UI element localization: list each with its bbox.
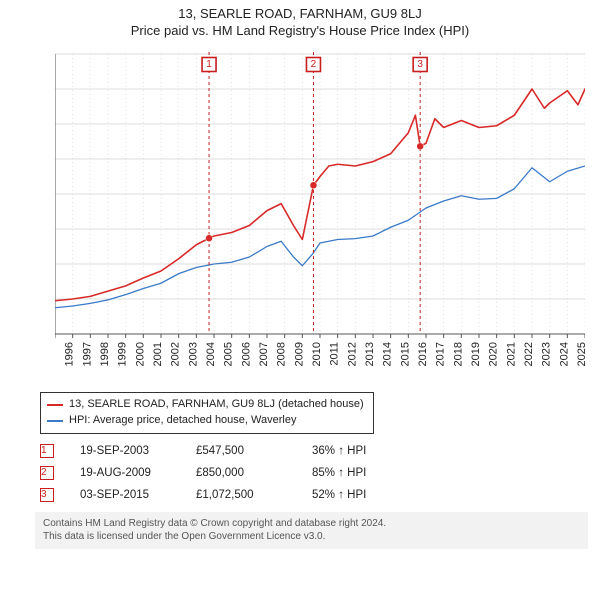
event-marker-icon: 3	[40, 488, 54, 502]
footer-line2: This data is licensed under the Open Gov…	[43, 530, 580, 544]
event-row: 3 03-SEP-2015 £1,072,500 52% ↑ HPI	[40, 484, 600, 506]
event-vs-hpi: 52% ↑ HPI	[312, 489, 432, 501]
svg-text:2000: 2000	[134, 342, 146, 366]
page-subtitle: Price paid vs. HM Land Registry's House …	[0, 21, 600, 44]
svg-text:2011: 2011	[329, 342, 341, 366]
svg-text:2007: 2007	[258, 342, 270, 366]
legend-swatch	[47, 420, 63, 422]
svg-text:1999: 1999	[117, 342, 129, 366]
svg-text:2: 2	[311, 59, 317, 70]
legend-label: HPI: Average price, detached house, Wave…	[69, 413, 296, 429]
chart: £0£200K£400K£600K£800K£1.0M£1.2M£1.4M£1.…	[55, 44, 585, 384]
svg-text:2023: 2023	[541, 342, 553, 366]
legend-label: 13, SEARLE ROAD, FARNHAM, GU9 8LJ (detac…	[69, 397, 364, 413]
chart-svg: £0£200K£400K£600K£800K£1.0M£1.2M£1.4M£1.…	[55, 44, 585, 384]
events-table: 1 19-SEP-2003 £547,500 36% ↑ HPI 2 19-AUG-200…	[40, 440, 600, 506]
svg-text:2025: 2025	[576, 342, 585, 366]
svg-text:2002: 2002	[170, 342, 182, 366]
svg-text:2003: 2003	[187, 342, 199, 366]
svg-text:2021: 2021	[505, 342, 517, 366]
svg-text:2018: 2018	[452, 342, 464, 366]
svg-text:1: 1	[206, 59, 212, 70]
svg-text:2004: 2004	[205, 342, 217, 366]
event-row: 1 19-SEP-2003 £547,500 36% ↑ HPI	[40, 440, 600, 462]
event-price: £850,000	[196, 467, 286, 479]
svg-text:1998: 1998	[99, 342, 111, 366]
event-date: 19-AUG-2009	[80, 467, 170, 479]
legend: 13, SEARLE ROAD, FARNHAM, GU9 8LJ (detac…	[40, 392, 374, 434]
event-date: 19-SEP-2003	[80, 445, 170, 457]
svg-text:2016: 2016	[417, 342, 429, 366]
legend-swatch	[47, 404, 63, 406]
svg-text:1996: 1996	[64, 342, 76, 366]
event-marker-icon: 2	[40, 466, 54, 480]
svg-text:2013: 2013	[364, 342, 376, 366]
svg-text:2020: 2020	[488, 342, 500, 366]
svg-text:2014: 2014	[382, 342, 394, 366]
footer-line1: Contains HM Land Registry data © Crown c…	[43, 517, 580, 531]
svg-text:2015: 2015	[399, 342, 411, 366]
event-date: 03-SEP-2015	[80, 489, 170, 501]
svg-text:2019: 2019	[470, 342, 482, 366]
svg-text:2012: 2012	[346, 342, 358, 366]
event-price: £1,072,500	[196, 489, 286, 501]
svg-text:2001: 2001	[152, 342, 164, 366]
svg-text:2005: 2005	[223, 342, 235, 366]
event-price: £547,500	[196, 445, 286, 457]
event-vs-hpi: 36% ↑ HPI	[312, 445, 432, 457]
legend-item: 13, SEARLE ROAD, FARNHAM, GU9 8LJ (detac…	[47, 397, 367, 413]
svg-text:2024: 2024	[558, 342, 570, 366]
svg-text:2006: 2006	[240, 342, 252, 366]
svg-text:2022: 2022	[523, 342, 535, 366]
svg-text:3: 3	[417, 59, 423, 70]
legend-item: HPI: Average price, detached house, Wave…	[47, 413, 367, 429]
event-marker-icon: 1	[40, 444, 54, 458]
svg-text:1997: 1997	[81, 342, 93, 366]
footer-license: Contains HM Land Registry data © Crown c…	[35, 512, 588, 549]
event-row: 2 19-AUG-2009 £850,000 85% ↑ HPI	[40, 462, 600, 484]
svg-text:2008: 2008	[276, 342, 288, 366]
svg-text:2009: 2009	[293, 342, 305, 366]
page-title: 13, SEARLE ROAD, FARNHAM, GU9 8LJ	[0, 0, 600, 21]
event-vs-hpi: 85% ↑ HPI	[312, 467, 432, 479]
svg-text:1995: 1995	[55, 342, 58, 366]
svg-text:2017: 2017	[435, 342, 447, 366]
svg-text:2010: 2010	[311, 342, 323, 366]
